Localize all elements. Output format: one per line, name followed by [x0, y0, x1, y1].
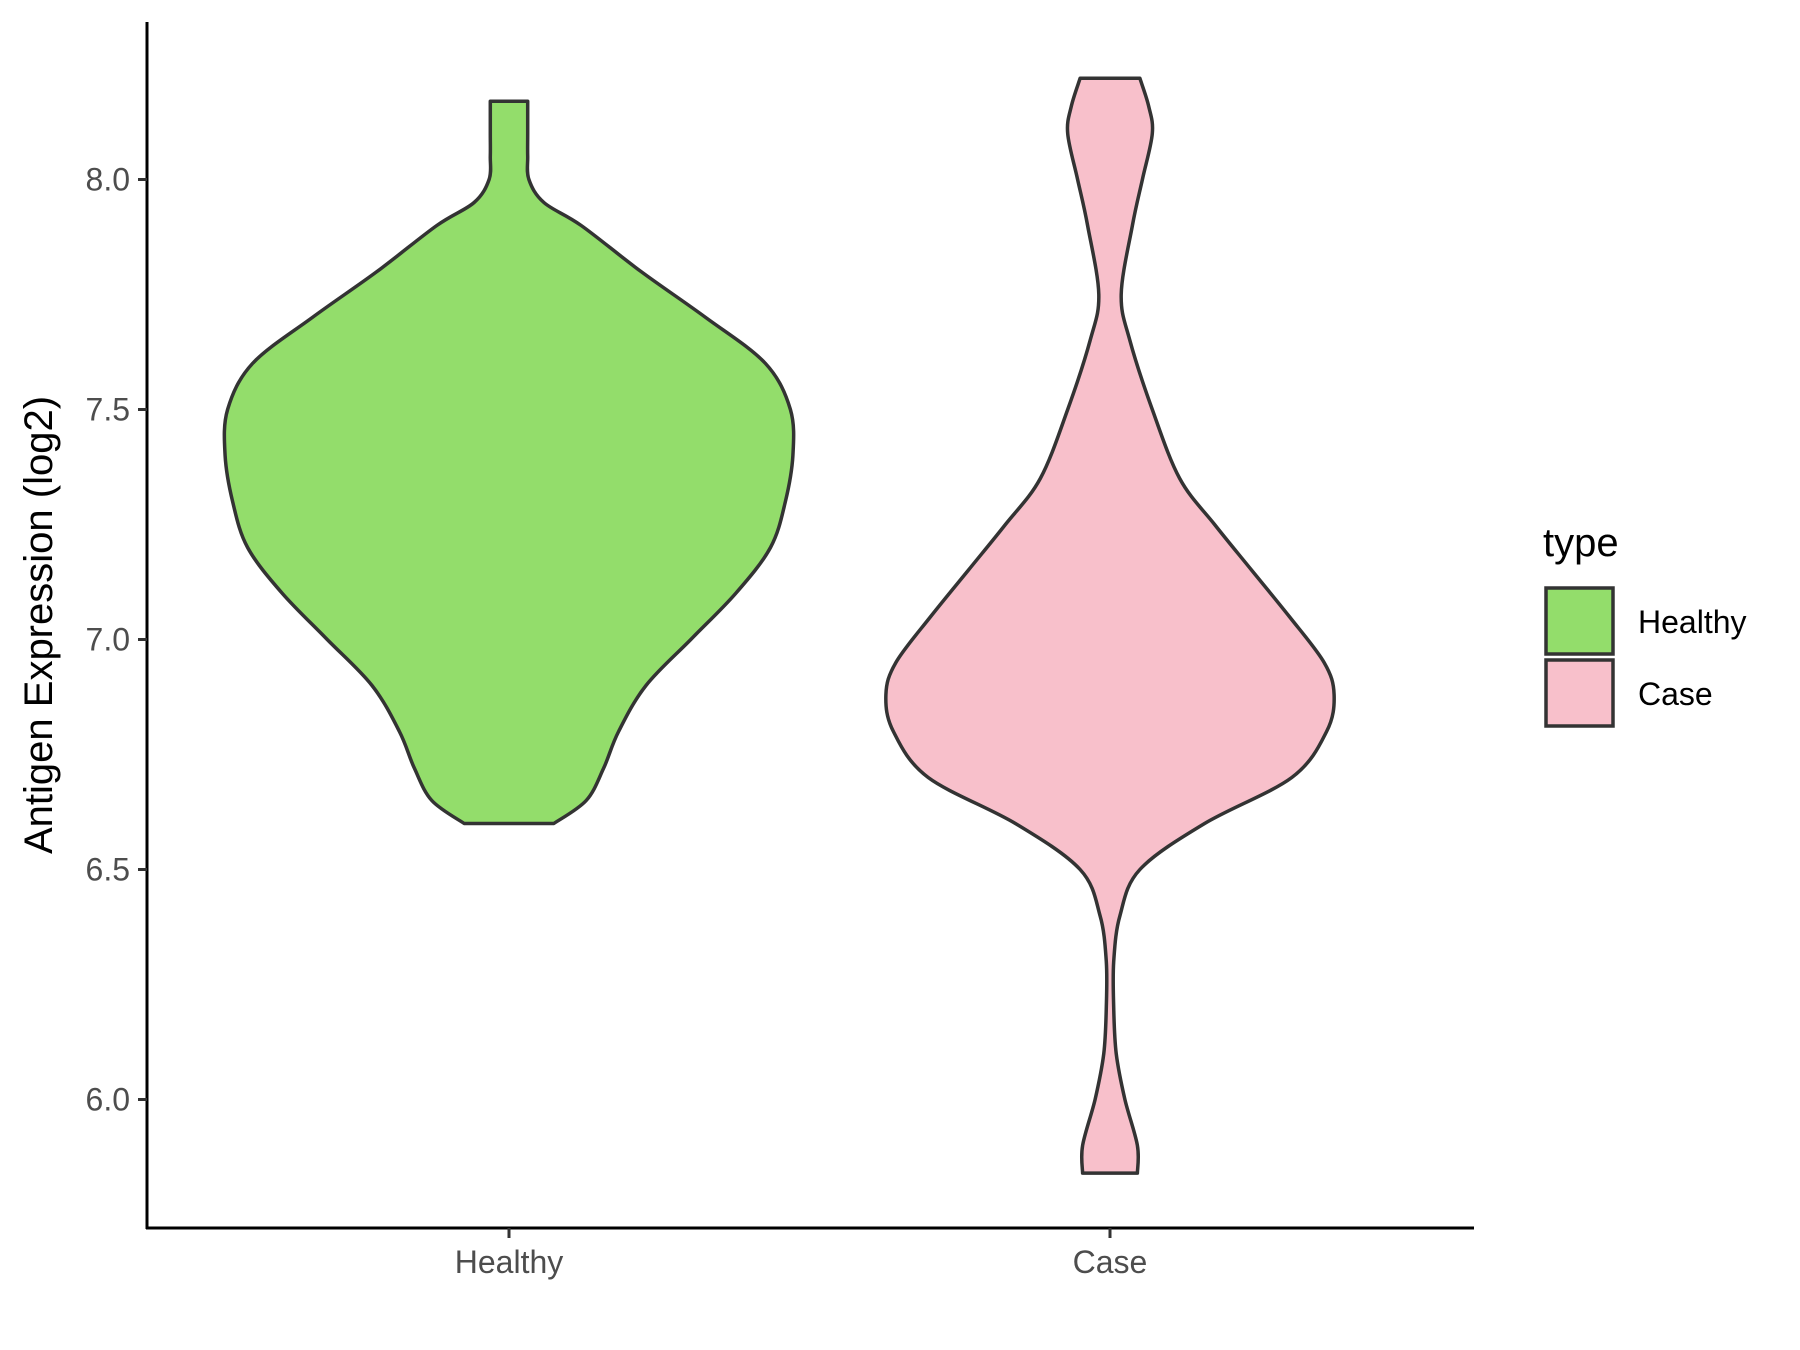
legend-title: type — [1543, 521, 1619, 565]
legend-swatch-healthy — [1544, 586, 1615, 656]
violin-healthy — [222, 99, 796, 826]
legend-entries: Healthy Case — [1544, 586, 1747, 728]
legend: type Healthy Case — [1543, 521, 1747, 728]
legend-swatch-case — [1544, 658, 1615, 728]
x-ticks: Healthy Case — [455, 1228, 1148, 1280]
x-tick-label: Case — [1073, 1244, 1148, 1280]
legend-label-case: Case — [1638, 676, 1713, 712]
y-tick-label: 7.0 — [86, 622, 130, 658]
y-ticks: 6.0 6.5 7.0 7.5 8.0 — [86, 162, 147, 1118]
violin-case — [884, 76, 1336, 1175]
y-axis-title: Antigen Expression (log2) — [17, 396, 61, 854]
y-tick-label: 8.0 — [86, 162, 130, 198]
y-tick-label: 6.0 — [86, 1082, 130, 1118]
y-tick-label: 7.5 — [86, 392, 130, 428]
y-tick-label: 6.5 — [86, 852, 130, 888]
violins-layer — [222, 76, 1336, 1175]
legend-label-healthy: Healthy — [1638, 604, 1747, 640]
x-tick-label: Healthy — [455, 1244, 564, 1280]
